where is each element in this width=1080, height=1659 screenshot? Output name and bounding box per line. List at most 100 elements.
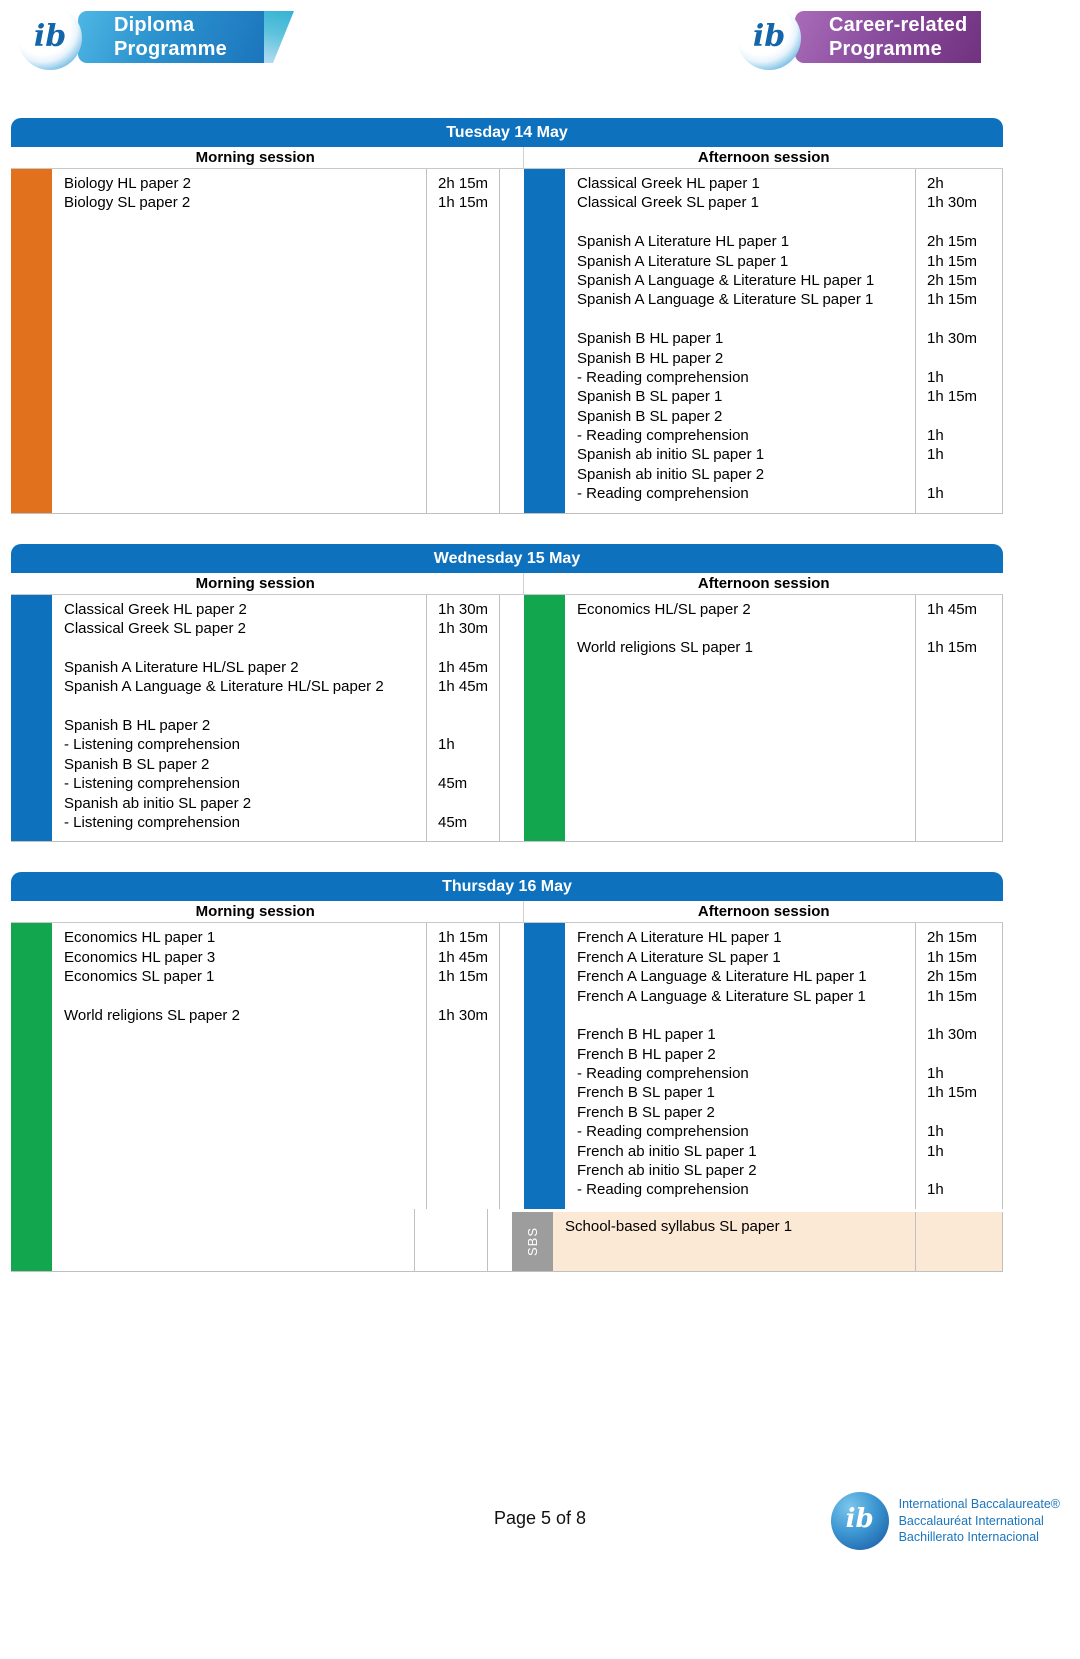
ib-monogram: ib (845, 1504, 874, 1534)
day-content: Biology HL paper 2 Biology SL paper 2 2h 1… (11, 169, 1003, 514)
exam-duration: 1h 45m (438, 658, 489, 676)
exam-name: - Listening comprehension (64, 736, 240, 754)
blank-line (916, 349, 1002, 368)
blank-line (52, 987, 426, 1006)
exam-duration: 2h 15m (927, 968, 978, 986)
exam-duration: 1h (927, 1065, 944, 1083)
session-header-afternoon: Afternoon session (697, 903, 830, 921)
session-header-morning: Morning session (195, 903, 315, 921)
exam-durations-column: 1h 45m 1h 15m (915, 594, 1003, 842)
sbs-row: SBS School-based syllabus SL paper 1 (11, 1208, 1003, 1272)
exam-name: Spanish A Language & Literature SL paper… (577, 291, 874, 309)
exam-durations-column: 2h 15m 1h 15m 2h 15m 1h 15m 1h 30m 1h 1h 15m 1h… (915, 923, 1003, 1209)
exam-name: Spanish B SL paper 1 (577, 388, 723, 406)
exam-name: Economics HL paper 3 (64, 948, 216, 966)
blank-line (916, 1006, 1002, 1025)
blank-line (427, 697, 499, 716)
exam-name: French A Literature SL paper 1 (577, 948, 781, 966)
exam-name: - Reading comprehension (577, 1181, 749, 1199)
cp-label-line2: Programme (829, 38, 942, 60)
ib-name-french: Baccalauréat International (898, 1513, 1044, 1528)
blank-line (916, 1045, 1002, 1064)
exam-name: Spanish ab initio SL paper 1 (577, 446, 765, 464)
session-gap (500, 594, 524, 842)
exam-name: World religions SL paper 1 (577, 639, 753, 657)
blank-line (52, 638, 426, 657)
exam-duration: 1h 15m (927, 948, 978, 966)
exam-name: Spanish B SL paper 2 (64, 755, 210, 773)
exam-duration: 1h (927, 485, 944, 503)
exam-name: Spanish B HL paper 2 (577, 349, 724, 367)
exam-duration: 1h (927, 1123, 944, 1141)
exam-duration: 1h 15m (927, 987, 978, 1005)
exam-duration: 1h (927, 1142, 944, 1160)
exam-name: French B HL paper 1 (577, 1026, 716, 1044)
exam-name: - Reading comprehension (577, 485, 749, 503)
exam-duration: 45m (438, 813, 468, 831)
day-table-wednesday-15-may: Wednesday 15 May Morning session Afternoon… (11, 543, 1003, 843)
day-title: Wednesday 15 May (11, 543, 1003, 573)
exam-name: Classical Greek SL paper 2 (64, 620, 247, 638)
session-header-divider (500, 147, 525, 168)
ib-monogram: ib (752, 18, 786, 54)
exam-duration: 1h 45m (438, 678, 489, 696)
blank-line (427, 987, 499, 1006)
session-gap (500, 923, 524, 1209)
exam-name: French A Language & Literature SL paper … (577, 987, 866, 1005)
exam-durations-column: 1h 15m 1h 45m 1h 15m 1h 30m (426, 923, 500, 1209)
exam-name: Spanish A Language & Literature HL paper… (577, 271, 875, 289)
exam-name: Spanish B HL paper 2 (64, 716, 211, 734)
blank-line (565, 1006, 915, 1025)
dp-label-line1: Diploma (114, 14, 195, 36)
sbs-morning-empty (52, 1209, 414, 1271)
blank-line (427, 716, 499, 735)
career-related-programme-ribbon: Career-related Programme (795, 11, 981, 63)
exam-duration: 2h 15m (927, 233, 978, 251)
exam-name: - Reading comprehension (577, 1123, 749, 1141)
exam-name: Spanish A Literature HL paper 1 (577, 233, 790, 251)
day-title: Thursday 16 May (11, 872, 1003, 902)
session-afternoon: Economics HL/SL paper 2 World religions S… (524, 594, 1003, 842)
session-header-divider (500, 901, 525, 923)
session-morning: Biology HL paper 2 Biology SL paper 2 2h 1… (11, 169, 500, 513)
exam-name: World religions SL paper 2 (64, 1006, 240, 1024)
diploma-programme-badge: Diploma Programme ib (18, 6, 294, 76)
dp-ribbon-tail (264, 11, 294, 63)
ib-footer-logo: ib International Baccalaureate® Baccalau… (830, 1492, 1060, 1550)
exam-duration: 2h 15m (927, 271, 978, 289)
exam-duration: 1h 15m (927, 388, 978, 406)
exam-duration: 1h 45m (438, 948, 489, 966)
blank-line (52, 697, 426, 716)
exam-names-column: Classical Greek HL paper 2 Classical Gree… (52, 595, 426, 842)
sbs-names-column: School-based syllabus SL paper 1 (553, 1211, 915, 1271)
session-header-morning: Morning session (195, 149, 315, 166)
session-morning: Economics HL paper 1 Economics HL paper 3… (11, 923, 500, 1209)
session-color-bar (524, 594, 565, 842)
blank-line (916, 407, 1002, 426)
exam-name: - Listening comprehension (64, 775, 240, 793)
exam-name: - Listening comprehension (64, 813, 240, 831)
session-color-bar (11, 1208, 52, 1271)
ib-logo-icon: ib (18, 6, 82, 70)
session-color-bar (11, 923, 52, 1209)
exam-name: - Reading comprehension (577, 368, 749, 386)
session-afternoon: French A Literature HL paper 1 French A L… (524, 923, 1003, 1209)
session-headers: Morning session Afternoon session (11, 572, 1003, 595)
exam-name: Spanish ab initio SL paper 2 (577, 465, 765, 483)
exam-duration: 1h 15m (438, 968, 489, 986)
blank-line (565, 619, 915, 638)
exam-names-column: Economics HL/SL paper 2 World religions S… (565, 595, 915, 842)
exam-duration: 1h 30m (927, 1026, 978, 1044)
sbs-morning-durations-column (414, 1208, 488, 1271)
exam-name: - Reading comprehension (577, 427, 749, 445)
session-afternoon: Classical Greek HL paper 1 Classical Gree… (524, 169, 1003, 513)
blank-line (427, 755, 499, 774)
blank-line (916, 310, 1002, 329)
exam-name: Classical Greek SL paper 1 (577, 194, 760, 212)
exam-name: Classical Greek HL paper 1 (577, 175, 760, 192)
day-table-thursday-16-may: Thursday 16 May Morning session Afternoon … (11, 872, 1003, 1272)
exam-name: Economics SL paper 1 (64, 968, 215, 986)
exam-names-column: Economics HL paper 1 Economics HL paper 3… (52, 923, 426, 1208)
exam-duration: 1h 15m (438, 194, 489, 212)
exam-names-column: Classical Greek HL paper 1 Classical Gree… (565, 169, 915, 513)
